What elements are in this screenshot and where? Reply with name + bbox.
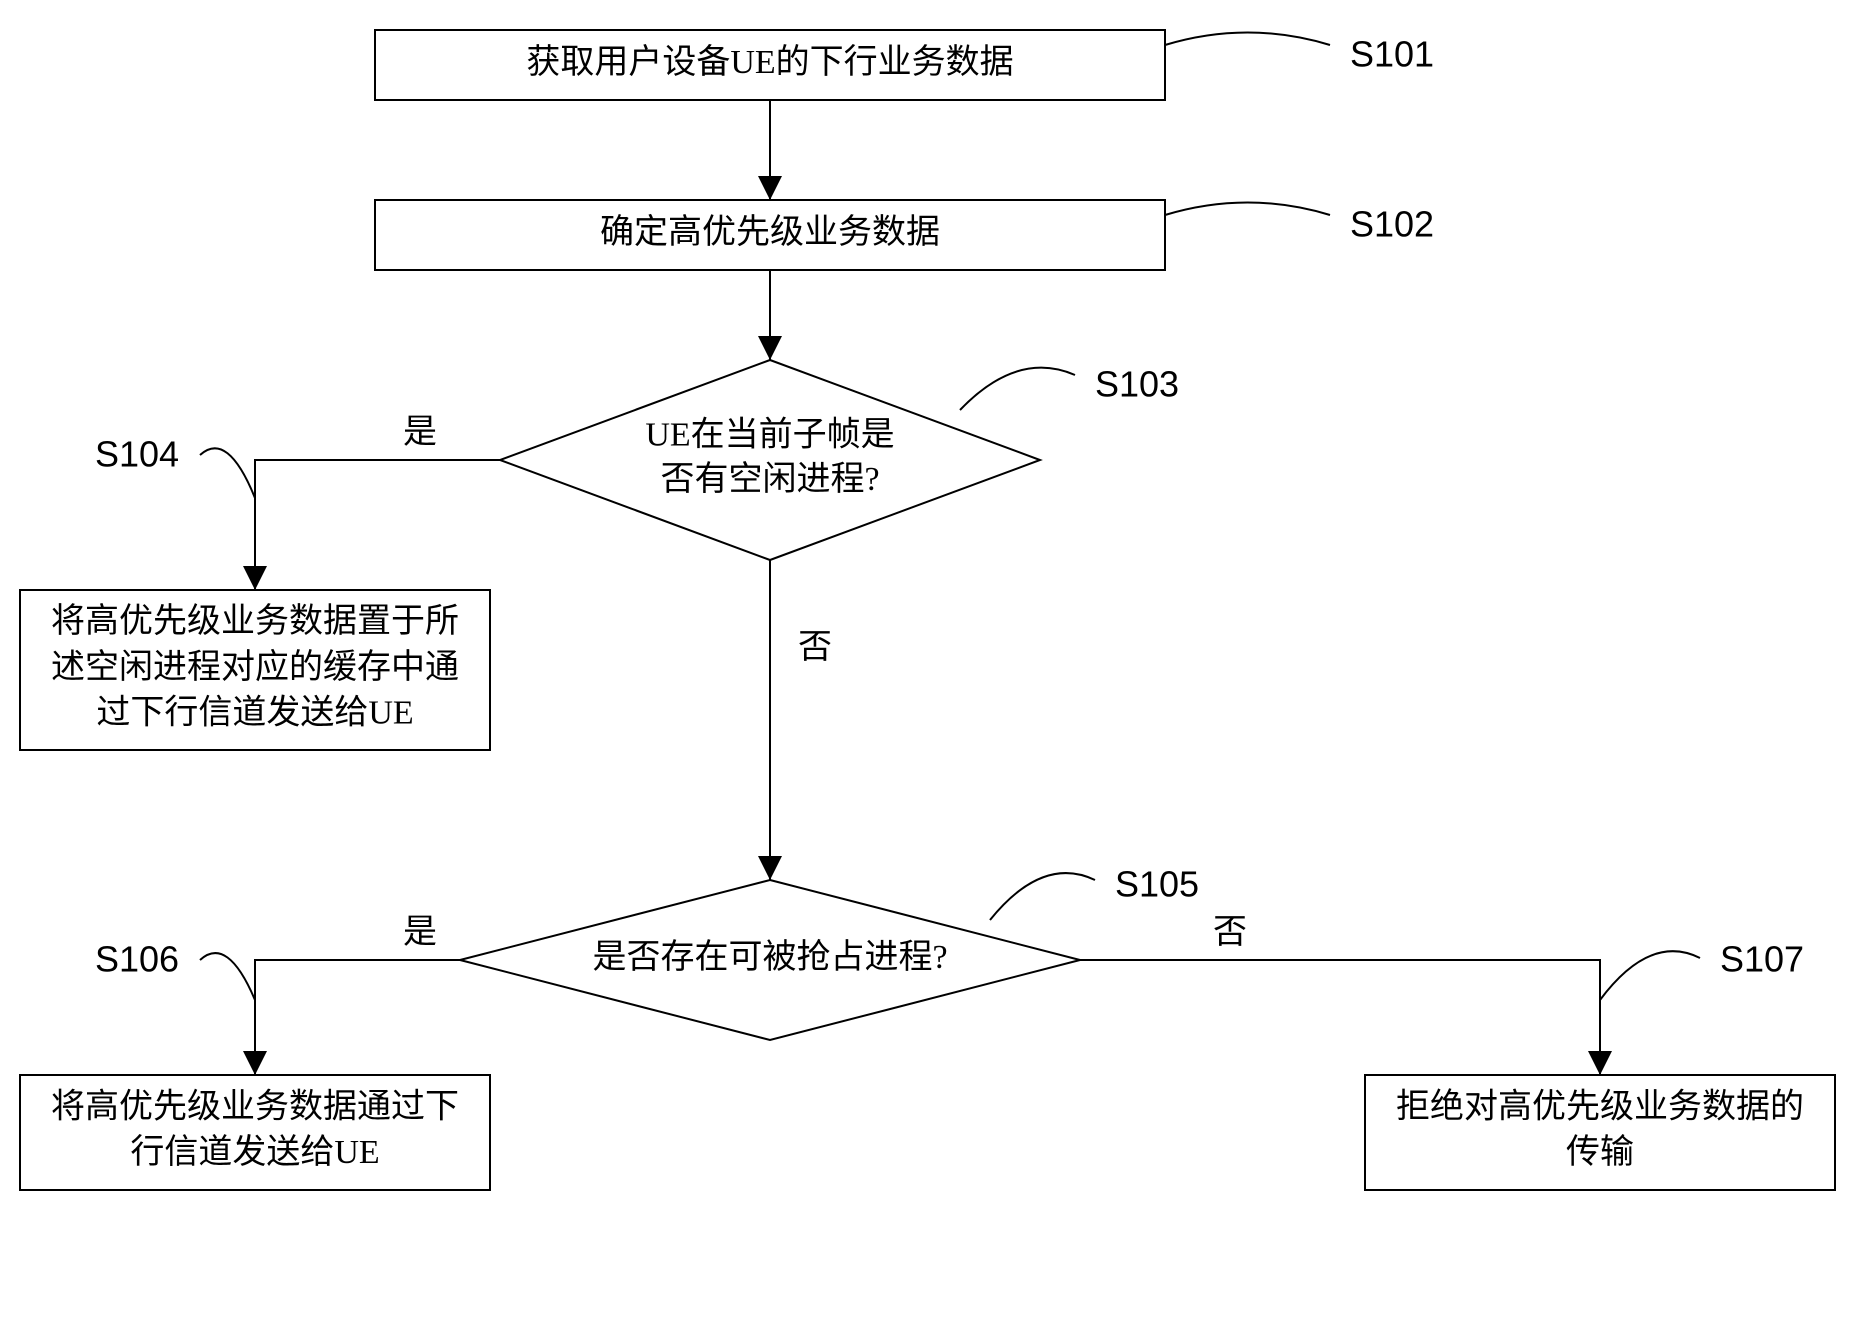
s106-label: S106 (95, 938, 179, 979)
s106-text-0: 将高优先级业务数据通过下 (51, 1087, 459, 1125)
s102-text-0: 确定高优先级业务数据 (600, 213, 940, 251)
s107-text-1: 传输 (1566, 1133, 1634, 1171)
s101-label: S101 (1350, 33, 1434, 74)
s107-label: S107 (1720, 938, 1804, 979)
s101-text-0: 获取用户设备UE的下行业务数据 (526, 43, 1013, 81)
s104-text-1: 述空闲进程对应的缓存中通 (51, 648, 459, 686)
s105-text-0: 是否存在可被抢占进程? (592, 938, 947, 976)
s104-label: S104 (95, 433, 179, 474)
svg-text:是: 是 (403, 414, 437, 451)
s106-text-1: 行信道发送给UE (130, 1133, 379, 1171)
s104-text-2: 过下行信道发送给UE (96, 694, 413, 732)
s103-label: S103 (1095, 363, 1179, 404)
s103-text-1: 否有空闲进程? (660, 460, 879, 498)
s104-text-0: 将高优先级业务数据置于所 (51, 602, 459, 640)
s102-label: S102 (1350, 203, 1434, 244)
s103-text-0: UE在当前子帧是 (645, 416, 894, 454)
svg-text:是: 是 (403, 914, 437, 951)
svg-text:否: 否 (1213, 914, 1247, 951)
svg-text:否: 否 (798, 629, 832, 666)
s107-text-0: 拒绝对高优先级业务数据的 (1396, 1087, 1804, 1125)
s105-label: S105 (1115, 863, 1199, 904)
